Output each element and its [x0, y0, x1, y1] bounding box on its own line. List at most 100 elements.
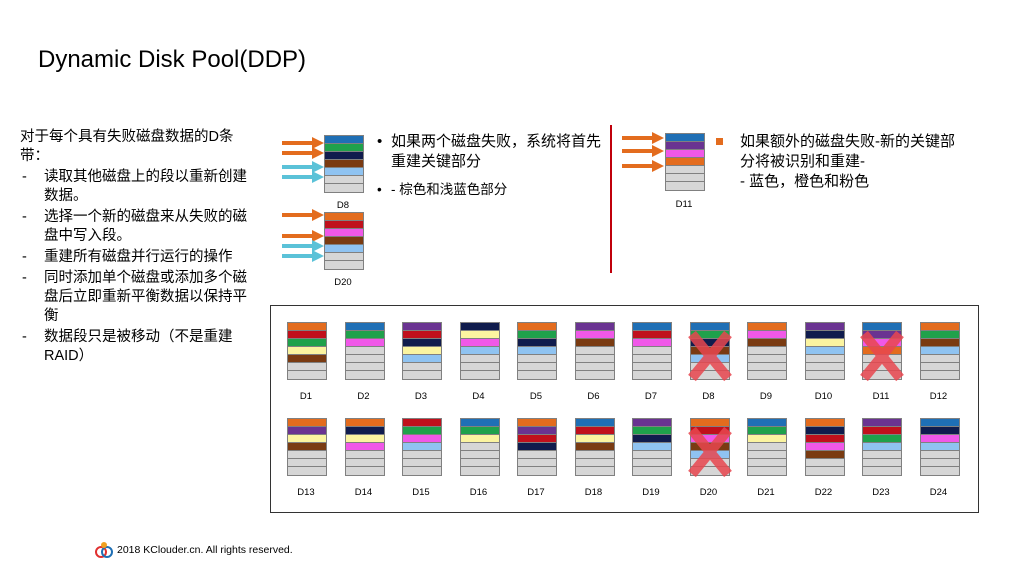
disk-segment — [633, 355, 671, 363]
failed-cross-icon — [860, 330, 904, 382]
disk-segment — [920, 323, 959, 331]
disk-segment — [633, 451, 671, 459]
disk-segment — [288, 435, 326, 443]
disk-segment — [690, 467, 729, 475]
disk-segment — [460, 371, 499, 379]
list-item: 数据段只是被移动（不是重建RAID） — [20, 328, 250, 366]
disk-label: D3 — [414, 391, 428, 402]
disk-segment — [575, 443, 614, 451]
disk-segment — [690, 331, 729, 339]
disk-label: D24 — [929, 487, 948, 498]
disk-stack-d6 — [574, 322, 615, 380]
disk-segment — [575, 355, 614, 363]
disk-segment — [345, 339, 384, 347]
disk-segment — [633, 323, 671, 331]
disk-segment — [920, 371, 959, 379]
list-item: 选择一个新的磁盘来从失败的磁盘中写入段。 — [20, 208, 250, 246]
disk-label: D18 — [584, 487, 603, 498]
disk-segment — [748, 467, 786, 475]
disk-segment — [518, 339, 556, 347]
panel-divider — [610, 125, 612, 273]
disk-segment — [863, 339, 901, 347]
disk-stack-d21 — [747, 418, 787, 476]
disk-segment — [690, 323, 729, 331]
disk-segment — [805, 467, 844, 475]
disk-segment — [575, 363, 614, 371]
disk-segment — [518, 355, 556, 363]
bullet-1-text: 如果两个磁盘失败，系统将首先重建关键部分 — [391, 133, 602, 170]
disk-segment — [518, 419, 556, 427]
disk-segment — [748, 355, 786, 363]
disk-segment — [403, 371, 441, 379]
disk-segment — [403, 443, 441, 451]
disk-segment — [403, 323, 441, 331]
disk-segment — [748, 347, 786, 355]
disk-segment — [920, 443, 959, 451]
bullet-item: • 如果两个磁盘失败，系统将首先重建关键部分 — [377, 132, 609, 172]
disk-segment — [325, 168, 363, 176]
disk-segment — [345, 371, 384, 379]
disk-segment — [325, 144, 363, 152]
disk-segment — [863, 419, 901, 427]
disk-segment — [748, 427, 786, 435]
disk-segment — [920, 347, 959, 355]
disk-label: D5 — [529, 391, 543, 402]
disk-segment — [288, 451, 326, 459]
disk-stack-d11 — [665, 133, 705, 191]
disk-segment — [325, 160, 363, 168]
disk-segment — [345, 467, 384, 475]
disk-segment — [288, 323, 326, 331]
disk-segment — [690, 427, 729, 435]
disk-segment — [805, 331, 844, 339]
disk-segment — [345, 331, 384, 339]
list-item: 重建所有磁盘并行运行的操作 — [20, 248, 250, 267]
disk-stack-d9 — [747, 322, 787, 380]
disk-segment — [920, 435, 959, 443]
disk-segment — [518, 323, 556, 331]
disk-segment — [403, 427, 441, 435]
failed-cross-icon — [687, 426, 732, 478]
disk-stack-d16 — [459, 418, 500, 476]
disk-segment — [518, 459, 556, 467]
disk-segment — [920, 451, 959, 459]
list-item: 读取其他磁盘上的段以重新创建数据。 — [20, 168, 250, 206]
disk-segment — [288, 347, 326, 355]
disk-segment — [575, 339, 614, 347]
disk-stack-d3 — [402, 322, 442, 380]
disk-segment — [345, 459, 384, 467]
disk-label: D10 — [814, 391, 833, 402]
disk-segment — [805, 419, 844, 427]
disk-segment — [666, 182, 704, 190]
disk-segment — [748, 363, 786, 371]
disk-segment — [748, 443, 786, 451]
disk-segment — [518, 331, 556, 339]
disk-segment — [518, 435, 556, 443]
disk-stack-d1 — [287, 322, 327, 380]
disk-segment — [403, 355, 441, 363]
disk-segment — [666, 134, 704, 142]
disk-label: D21 — [757, 487, 775, 498]
disk-stack-d17 — [517, 418, 557, 476]
disk-segment — [920, 363, 959, 371]
disk-segment — [863, 467, 901, 475]
disk-segment — [460, 467, 499, 475]
disk-stack-d4 — [459, 322, 500, 380]
disk-segment — [633, 371, 671, 379]
disk-segment — [633, 363, 671, 371]
disk-segment — [666, 150, 704, 158]
disk-segment — [805, 371, 844, 379]
bullet-3-text: 如果额外的磁盘失败-新的关键部分将被识别和重建- — [740, 133, 955, 170]
disk-segment — [325, 221, 363, 229]
disk-label: D20 — [334, 277, 352, 288]
disk-segment — [690, 371, 729, 379]
orange-arrow-icon — [282, 147, 324, 159]
disk-segment — [288, 363, 326, 371]
disk-segment — [575, 323, 614, 331]
disk-segment — [575, 371, 614, 379]
disk-segment — [863, 371, 901, 379]
disk-segment — [748, 371, 786, 379]
disk-segment — [633, 459, 671, 467]
disk-segment — [805, 323, 844, 331]
disk-pool-box: D1 D2 D3 D4 D5 D6 D7 D8 D9 D10 D11 D12 D13 D14 D15 D16 D… — [270, 305, 979, 513]
disk-label: D17 — [527, 487, 545, 498]
